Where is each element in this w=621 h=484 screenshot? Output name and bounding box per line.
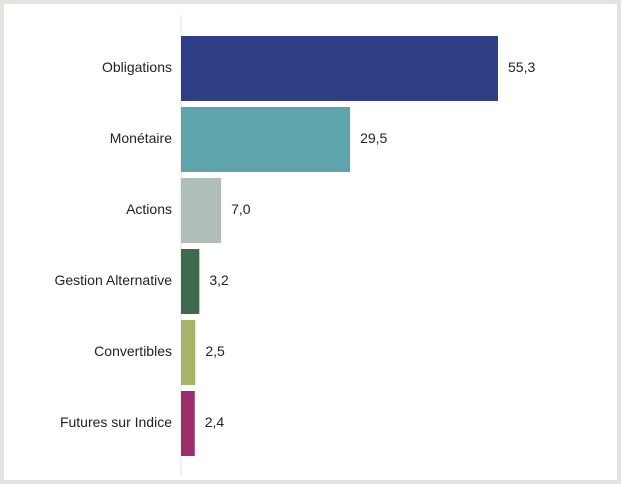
value-label: 2,4 — [205, 414, 225, 430]
value-label: 29,5 — [360, 130, 387, 146]
bar — [181, 178, 222, 243]
value-label: 3,2 — [209, 272, 229, 288]
bar — [181, 249, 200, 314]
bar — [181, 320, 196, 385]
category-label: Futures sur Indice — [60, 414, 172, 430]
bar — [181, 36, 498, 101]
category-label: Convertibles — [94, 343, 172, 359]
value-label: 55,3 — [508, 59, 535, 75]
category-label: Actions — [126, 201, 172, 217]
bar — [181, 107, 351, 172]
category-label: Obligations — [102, 59, 172, 75]
value-label: 7,0 — [231, 201, 251, 217]
bar — [181, 391, 195, 456]
value-label: 2,5 — [205, 343, 225, 359]
category-label: Gestion Alternative — [54, 272, 172, 288]
category-label: Monétaire — [110, 130, 172, 146]
